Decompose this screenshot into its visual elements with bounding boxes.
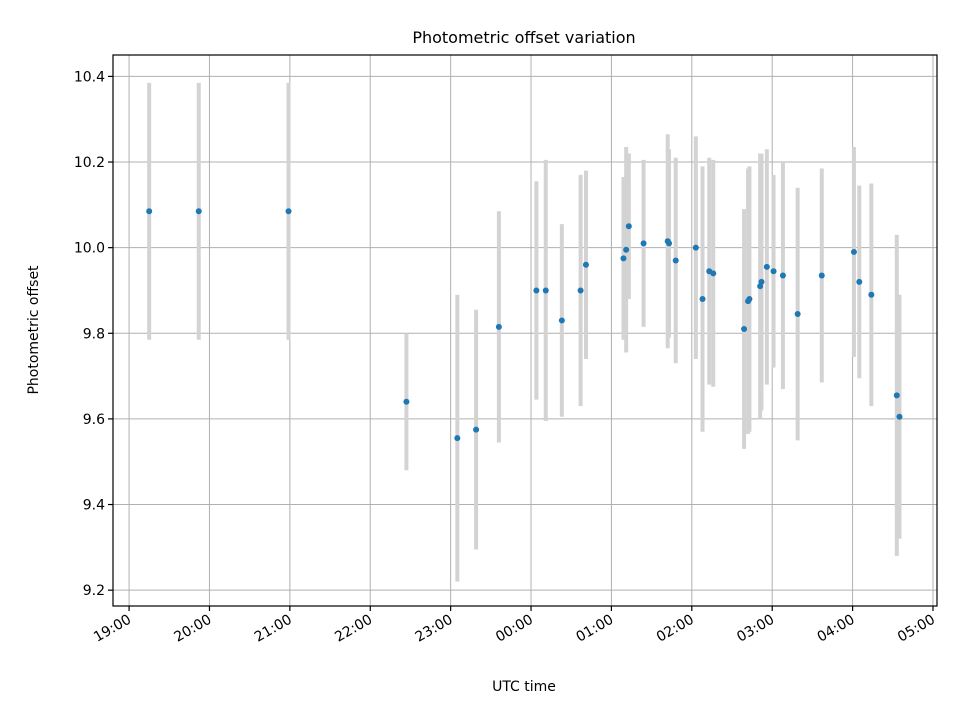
y-tick-label: 10.4 xyxy=(74,69,105,85)
data-point xyxy=(285,208,292,215)
y-tick-label: 9.2 xyxy=(83,583,105,599)
data-point xyxy=(779,272,786,279)
y-tick-label: 9.6 xyxy=(83,412,105,428)
data-point xyxy=(699,296,706,303)
data-point xyxy=(758,278,765,285)
y-tick-label: 10.2 xyxy=(74,155,105,171)
data-point xyxy=(454,435,461,442)
data-point xyxy=(542,287,549,294)
y-tick-label: 9.8 xyxy=(83,326,105,342)
y-tick-label: 9.4 xyxy=(83,498,105,514)
data-point xyxy=(623,246,630,253)
data-point xyxy=(672,257,679,264)
chart-title: Photometric offset variation xyxy=(412,28,635,47)
data-point xyxy=(533,287,540,294)
data-point xyxy=(403,398,410,405)
data-point xyxy=(763,263,770,270)
data-point xyxy=(640,240,647,247)
data-point xyxy=(577,287,584,294)
data-point xyxy=(710,270,717,277)
data-point xyxy=(746,296,753,303)
y-axis-ticks: 9.2 9.4 9.6 9.8 10.0 10.2 10.4 xyxy=(74,69,113,599)
data-point xyxy=(856,278,863,285)
y-tick-label: 10.0 xyxy=(74,241,105,257)
data-point xyxy=(896,413,903,420)
data-point xyxy=(146,208,153,215)
data-point xyxy=(868,291,875,298)
plot-frame xyxy=(112,54,938,607)
data-point xyxy=(741,326,748,333)
data-point xyxy=(620,255,627,262)
data-point xyxy=(473,426,480,433)
data-point xyxy=(558,317,565,324)
data-point xyxy=(495,323,502,330)
data-point xyxy=(770,268,777,275)
data-point xyxy=(692,244,699,251)
x-axis-label: UTC time xyxy=(492,679,556,695)
data-point xyxy=(625,223,632,230)
data-point xyxy=(893,392,900,399)
data-point xyxy=(195,208,202,215)
data-points xyxy=(146,208,903,442)
data-point xyxy=(794,311,801,318)
y-axis-label: Photometric offset xyxy=(26,265,42,395)
grid xyxy=(113,55,937,606)
data-point xyxy=(666,240,673,247)
data-point xyxy=(582,261,589,268)
data-point xyxy=(818,272,825,279)
data-point xyxy=(850,248,857,255)
